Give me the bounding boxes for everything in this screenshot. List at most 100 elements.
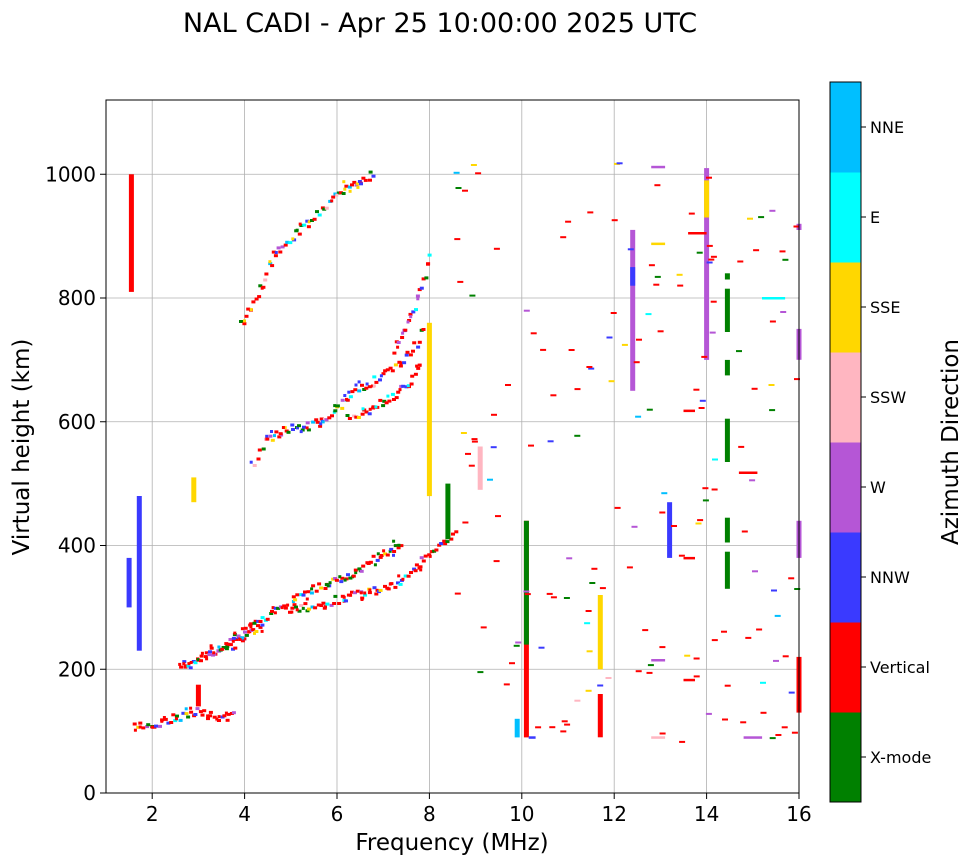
colorbar-tick-label: X-mode <box>870 748 931 767</box>
data-point <box>591 567 598 570</box>
data-point <box>198 710 203 714</box>
data-point <box>421 559 426 563</box>
data-point <box>206 714 210 718</box>
data-point <box>376 552 380 556</box>
data-point <box>354 383 358 387</box>
data-point <box>306 428 311 432</box>
data-point <box>412 567 417 571</box>
data-point <box>722 718 728 721</box>
data-streak <box>597 694 603 738</box>
data-point <box>333 409 338 413</box>
data-streak <box>724 418 730 462</box>
data-point <box>150 725 154 729</box>
data-point <box>273 611 277 615</box>
data-point <box>740 721 747 724</box>
data-point <box>439 542 444 545</box>
data-point <box>288 241 293 245</box>
x-axis-ticks: 2 4 6 8 10 12 14 16 <box>146 793 812 826</box>
data-point <box>401 384 406 388</box>
data-point <box>470 164 477 166</box>
data-point <box>515 641 522 644</box>
data-streak <box>195 684 201 707</box>
data-point <box>528 736 536 739</box>
data-point <box>178 662 182 666</box>
data-point <box>252 464 257 467</box>
data-point <box>359 569 364 573</box>
data-point <box>360 383 364 387</box>
data-point <box>294 605 298 609</box>
data-point <box>711 488 718 491</box>
data-point <box>399 361 403 365</box>
y-tick-label: 600 <box>58 410 96 434</box>
data-point <box>560 236 567 239</box>
data-point <box>317 582 322 586</box>
data-point <box>350 390 355 394</box>
data-point <box>138 721 143 725</box>
data-point <box>231 711 236 715</box>
data-point <box>396 345 400 349</box>
data-point <box>273 254 278 258</box>
data-point <box>386 394 390 398</box>
data-point <box>300 428 305 432</box>
data-point <box>699 399 706 402</box>
data-point <box>324 418 329 422</box>
data-point <box>296 426 299 430</box>
data-point <box>365 382 369 386</box>
data-point <box>331 195 336 199</box>
data-point <box>455 187 462 189</box>
data-point <box>648 264 655 267</box>
data-point <box>290 610 294 614</box>
data-point <box>782 655 789 658</box>
data-point <box>357 389 362 393</box>
data-point <box>416 366 421 370</box>
data-point <box>398 364 403 368</box>
colorbar-segment <box>830 352 861 443</box>
data-point <box>493 247 500 250</box>
data-point <box>371 405 376 409</box>
data-point <box>495 515 501 518</box>
data-point <box>741 530 748 533</box>
data-point <box>343 187 347 191</box>
data-point <box>611 219 618 222</box>
data-point <box>693 388 700 391</box>
data-point <box>183 665 188 669</box>
data-point <box>146 723 151 727</box>
data-point <box>392 351 397 355</box>
data-point <box>251 628 256 632</box>
data-point <box>189 661 193 664</box>
data-point <box>319 422 323 426</box>
data-point <box>350 590 354 594</box>
colorbar-segment <box>830 82 861 173</box>
data-point <box>239 320 243 323</box>
data-point <box>688 212 695 215</box>
data-point <box>561 720 568 723</box>
data-point <box>175 717 178 721</box>
y-tick-label: 0 <box>83 781 96 805</box>
data-point <box>181 711 186 715</box>
data-point <box>254 297 259 301</box>
data-point <box>414 563 419 567</box>
data-point <box>564 723 571 726</box>
data-point <box>305 609 310 613</box>
x-axis-label: Frequency (MHz) <box>355 830 548 856</box>
data-point <box>771 589 777 592</box>
data-point <box>278 250 283 254</box>
data-point <box>460 432 467 434</box>
data-point <box>402 361 407 365</box>
data-point <box>654 275 661 278</box>
data-point <box>362 388 367 391</box>
data-point <box>224 642 229 646</box>
data-point <box>299 430 303 434</box>
data-point <box>693 657 700 660</box>
data-point <box>233 646 238 650</box>
data-point <box>424 276 429 280</box>
data-point <box>291 595 296 599</box>
data-point <box>315 210 319 214</box>
data-point <box>224 647 229 651</box>
data-point <box>403 328 408 332</box>
data-point <box>646 408 653 411</box>
data-point <box>389 547 394 551</box>
data-point <box>712 458 718 461</box>
data-point <box>621 343 628 346</box>
data-point <box>434 548 439 552</box>
